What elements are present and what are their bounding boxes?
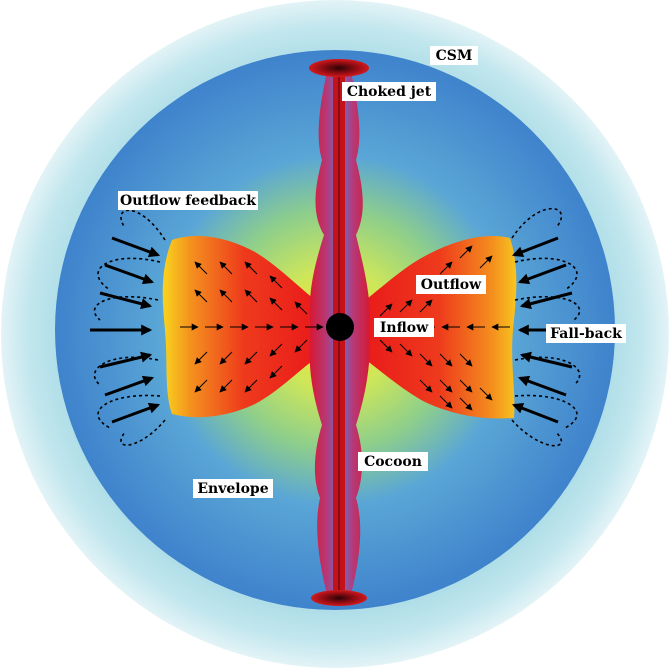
label-choked-jet-text: Choked jet: [347, 84, 432, 100]
feedback-loop: [514, 356, 581, 386]
outflow-arrow: [399, 343, 413, 357]
outflow-arrow: [269, 275, 283, 289]
outflow-arrow: [219, 261, 233, 275]
outflow-arrow: [219, 379, 233, 393]
fall-back-arrow: [99, 351, 153, 369]
outflow-arrow: [479, 387, 493, 401]
outflow-arrow: [419, 379, 433, 393]
jet-head-bottom: [311, 590, 367, 606]
label-inflow: Inflow: [374, 318, 434, 337]
outflow-arrow: [459, 353, 473, 367]
outflow-arrow: [419, 353, 433, 367]
outflow-arrow: [219, 351, 233, 365]
outflow-arrow: [459, 245, 473, 259]
feedback-loop: [93, 296, 159, 321]
outflow-arrow: [439, 395, 453, 409]
outflow-arrow: [459, 397, 473, 411]
outflow-arrow: [379, 339, 393, 353]
feedback-loop: [514, 296, 581, 321]
outflow-arrow: [194, 351, 208, 365]
label-cocoon-text: Cocoon: [364, 454, 422, 470]
fall-back-arrow: [511, 403, 559, 424]
outflow-arrow: [294, 339, 308, 353]
fall-back-arrow: [511, 236, 559, 257]
left-outflow-lobe: [162, 236, 340, 418]
outflow-arrow: [399, 299, 413, 313]
label-outflow: Outflow: [416, 275, 486, 294]
outflow-feedback-loops: [90, 207, 581, 447]
outflow-arrow: [244, 351, 258, 365]
label-csm-text: CSM: [436, 48, 473, 64]
label-choked-jet: Choked jet: [342, 82, 436, 101]
label-cocoon: Cocoon: [358, 452, 428, 471]
outflow-arrow: [439, 379, 453, 393]
fall-back-arrow: [517, 263, 567, 285]
outflow-arrow: [269, 343, 283, 357]
label-csm: CSM: [430, 46, 478, 65]
label-outflow-feedback: Outflow feedback: [118, 191, 258, 210]
outflow-arrow: [244, 261, 258, 275]
feedback-loop: [97, 394, 161, 429]
label-envelope: Envelope: [193, 479, 273, 498]
fall-back-arrow: [104, 263, 155, 285]
fall-back-arrow: [111, 402, 161, 424]
outflow-arrow: [194, 289, 208, 303]
feedback-loop: [97, 257, 161, 291]
outflow-arrow: [244, 379, 258, 393]
outflow-arrow: [269, 297, 283, 311]
black-hole: [326, 313, 354, 341]
feedback-loop: [120, 419, 166, 446]
label-outflow-feedback-text: Outflow feedback: [120, 193, 256, 209]
outflow-arrow: [439, 353, 453, 367]
label-envelope-text: Envelope: [197, 481, 268, 497]
label-inflow-text: Inflow: [380, 320, 429, 336]
outflow-arrow: [194, 379, 208, 393]
outflow-arrow: [269, 365, 283, 379]
fall-back-arrow: [519, 291, 573, 310]
outflow-arrow: [219, 289, 233, 303]
feedback-loop: [514, 394, 578, 429]
outflow-arrow: [419, 299, 433, 313]
fall-back-arrow: [519, 351, 573, 369]
feedback-loop: [93, 356, 159, 386]
feedback-loop: [514, 257, 578, 291]
fall-back-arrow: [104, 375, 155, 397]
outflow-arrow: [439, 261, 453, 275]
outflow-arrow: [244, 289, 258, 303]
outflow-arrow: [459, 379, 473, 393]
fall-back-arrow: [99, 291, 153, 310]
outflow-arrow: [294, 301, 308, 315]
outflow-arrow: [194, 261, 208, 275]
outflow-arrow: [479, 255, 493, 269]
feedback-loop: [511, 207, 563, 239]
feedback-loop: [120, 209, 166, 241]
jet-head-top: [309, 59, 369, 77]
fall-back-arrow: [111, 236, 161, 258]
label-fall-back-text: Fall-back: [550, 326, 622, 342]
fall-back-arrow: [517, 375, 567, 397]
feedback-loop: [511, 419, 563, 447]
outflow-arrow: [379, 303, 393, 317]
label-fall-back: Fall-back: [546, 324, 626, 343]
label-outflow-text: Outflow: [421, 277, 482, 293]
